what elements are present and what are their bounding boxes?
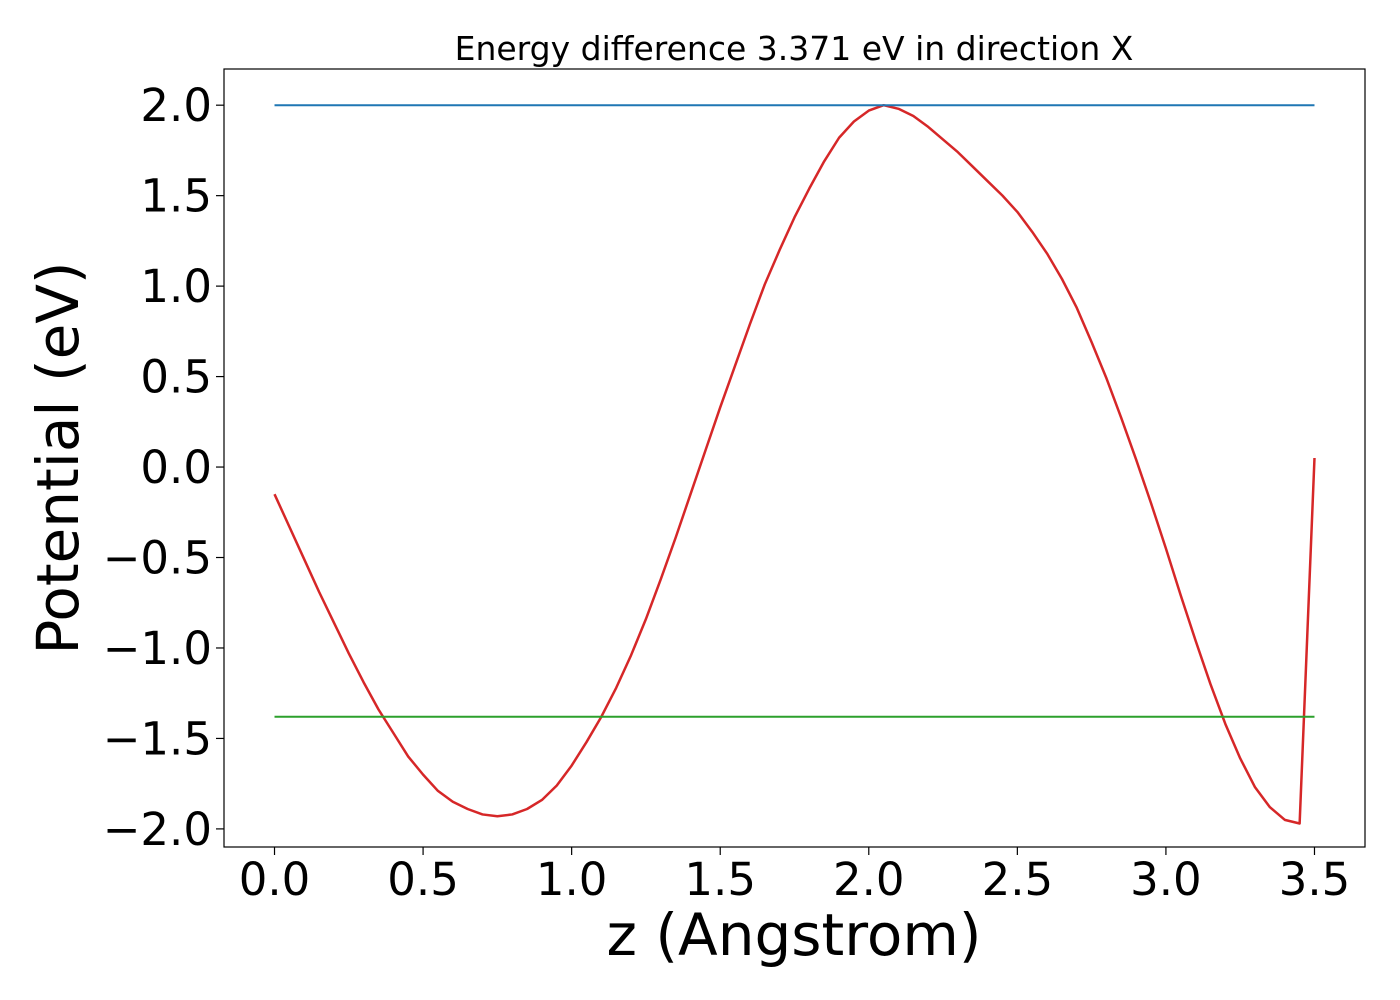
series-line-potential <box>273 103 1316 825</box>
y-tick-label: 0.0 <box>140 441 212 494</box>
y-tick-label: −1.0 <box>103 622 212 675</box>
y-tick-label: 2.0 <box>140 79 212 132</box>
y-tick-label: −2.0 <box>103 803 212 856</box>
x-tick-label: 0.0 <box>239 853 311 906</box>
x-tick-label: 3.5 <box>1279 853 1351 906</box>
x-tick-label: 2.0 <box>833 853 905 906</box>
x-axis: 0.0 0.5 1.0 1.5 2.0 2.5 3.0 3.5 <box>239 847 1351 906</box>
y-axis-label: Potential (eV) <box>24 261 92 654</box>
y-tick-label: −0.5 <box>103 532 212 585</box>
chart-title: Energy difference 3.371 eV in direction … <box>455 29 1134 68</box>
y-tick-label: 1.0 <box>140 260 212 313</box>
x-tick-label: 1.0 <box>536 853 608 906</box>
x-tick-label: 2.5 <box>982 853 1054 906</box>
y-tick-label: 1.5 <box>140 170 212 223</box>
y-tick-label: 0.5 <box>140 351 212 404</box>
x-tick-label: 3.0 <box>1130 853 1202 906</box>
x-tick-label: 0.5 <box>387 853 459 906</box>
plot-layer <box>273 103 1316 825</box>
y-tick-label: −1.5 <box>103 712 212 765</box>
x-tick-label: 1.5 <box>684 853 756 906</box>
plot-frame <box>223 68 1366 848</box>
x-axis-label: z (Angstrom) <box>607 901 982 969</box>
y-axis: −2.0 −1.5 −1.0 −0.5 0.0 0.5 1.0 1.5 2.0 <box>103 79 224 856</box>
